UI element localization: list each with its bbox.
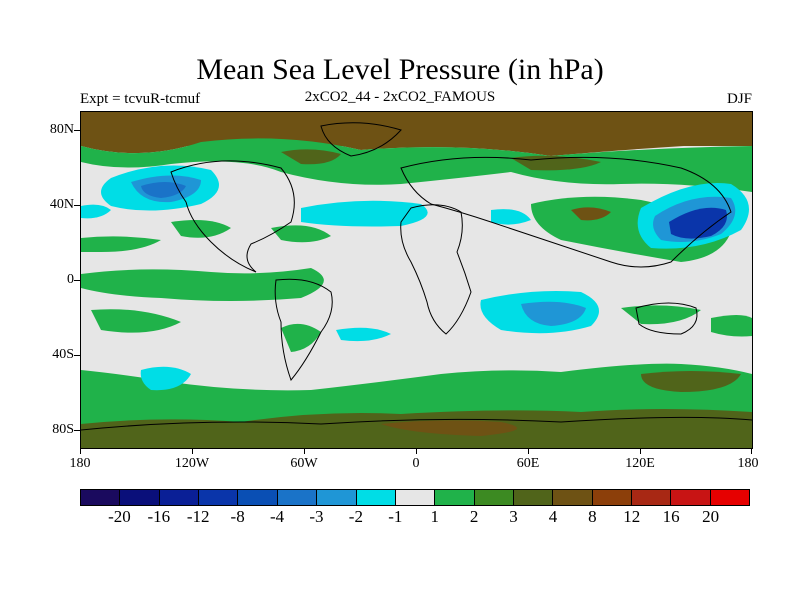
lon-tick	[640, 448, 641, 454]
south-atlantic-cyan	[336, 327, 391, 342]
green-patch-3	[171, 220, 231, 238]
lon-label-0: 0	[412, 456, 420, 471]
color-legend-label: -4	[269, 507, 285, 526]
green-patch-6	[281, 323, 321, 352]
green-patch-8	[711, 315, 752, 337]
coastlines	[81, 122, 752, 431]
lon-label-180e: 180	[737, 456, 759, 471]
lat-tick	[74, 205, 80, 206]
color-legend-swatch	[395, 490, 436, 505]
color-legend-label: 4	[548, 507, 558, 526]
color-legend-swatch	[553, 490, 593, 505]
lat-tick	[74, 280, 80, 281]
lon-tick	[192, 448, 193, 454]
cyan-patch-middle-east	[491, 209, 531, 225]
color-legend-label: 20	[702, 507, 720, 526]
lat-label-80s: 80S	[52, 422, 74, 437]
color-legend-swatch	[474, 490, 514, 505]
lon-tick	[528, 448, 529, 454]
lon-label-120e: 120E	[625, 456, 655, 471]
color-legend-label: -12	[186, 507, 210, 526]
north-america-outline	[170, 160, 295, 273]
greenland-outline	[320, 122, 402, 157]
lat-tick	[74, 130, 80, 131]
color-legend-label: -16	[147, 507, 171, 526]
map-title: Mean Sea Level Pressure (in hPa)	[196, 53, 604, 86]
green-patch-4	[271, 225, 331, 243]
eurasia-outline	[400, 156, 732, 268]
color-legend-label: -20	[108, 507, 131, 526]
lon-label-120w: 120W	[174, 456, 210, 471]
color-legend-bar	[80, 489, 750, 506]
color-legend-swatch	[356, 490, 396, 505]
color-legend-swatch	[277, 490, 318, 505]
arctic-green-band	[81, 138, 752, 192]
lon-label-60w: 60W	[290, 456, 318, 471]
color-legend-swatch	[199, 490, 239, 505]
lon-tick	[751, 448, 752, 454]
color-legend-label: 8	[588, 507, 597, 526]
lon-tick	[416, 448, 417, 454]
color-legend-swatch	[710, 490, 750, 505]
color-legend-swatch	[120, 490, 160, 505]
arctic-high-band-edge	[81, 112, 752, 156]
australia-outline	[635, 302, 698, 335]
south-pacific-olive-patch	[641, 371, 741, 392]
color-legend-label: 16	[662, 507, 680, 526]
south-america-outline	[274, 278, 333, 381]
comparison-label: 2xCO2_44 - 2xCO2_FAMOUS	[304, 89, 496, 105]
color-legend-swatch	[81, 490, 121, 505]
experiment-label: Expt = tcvuR-tcmuf	[80, 91, 201, 107]
contour-field	[81, 112, 752, 448]
north-atlantic-low	[301, 200, 428, 227]
brown-patch-asia	[571, 207, 611, 221]
south-indian-low-blue	[521, 301, 586, 326]
lat-tick	[74, 430, 80, 431]
lat-label-40n: 40N	[49, 197, 74, 212]
africa-outline	[400, 204, 472, 335]
color-legend-label: -8	[230, 507, 245, 526]
north-pacific-low-core	[141, 182, 186, 198]
cyan-west-edge	[81, 204, 111, 219]
color-legend-label: 12	[623, 507, 641, 526]
lon-label-60e: 60E	[516, 456, 540, 471]
south-pacific-cyan	[140, 366, 191, 391]
lat-tick	[74, 355, 80, 356]
color-legend-swatch	[592, 490, 633, 505]
green-patch-7	[621, 305, 701, 325]
color-legend-label: -2	[348, 507, 363, 526]
color-legend-swatch	[671, 490, 711, 505]
color-legend-label: 3	[509, 507, 518, 526]
color-legend-label: 1	[430, 507, 439, 526]
color-legend-swatch	[513, 490, 554, 505]
color-legend-label: -3	[309, 507, 324, 526]
color-legend-label: -1	[388, 507, 403, 526]
lon-label-180w: 180	[69, 456, 91, 471]
pressure-map	[80, 111, 753, 449]
lon-tick	[304, 448, 305, 454]
northwest-pacific-low-core	[669, 207, 727, 239]
antarctic-brown-patch	[381, 420, 517, 436]
season-label: DJF	[726, 91, 752, 107]
color-legend-label: 2	[469, 507, 479, 526]
lat-label-80n: 80N	[49, 122, 74, 137]
green-patch-2	[81, 268, 324, 301]
color-legend-swatch	[632, 490, 672, 505]
green-patch-5	[91, 309, 181, 333]
lon-tick	[80, 448, 81, 454]
color-legend-swatch	[159, 490, 200, 505]
lat-label-0: 0	[67, 272, 74, 287]
color-legend-swatch	[238, 490, 278, 505]
green-patch-1	[81, 236, 161, 252]
antarctica-outline	[81, 416, 752, 431]
color-legend-labels: -20 -16 -12 -8 -4 -3 -2 -1 1 2 3 4 8 12 16 20	[80, 506, 750, 528]
color-legend-swatch	[317, 490, 357, 505]
color-legend-swatch	[435, 490, 475, 505]
arctic-olive-patch	[281, 149, 341, 165]
lat-label-40s: 40S	[52, 347, 74, 362]
